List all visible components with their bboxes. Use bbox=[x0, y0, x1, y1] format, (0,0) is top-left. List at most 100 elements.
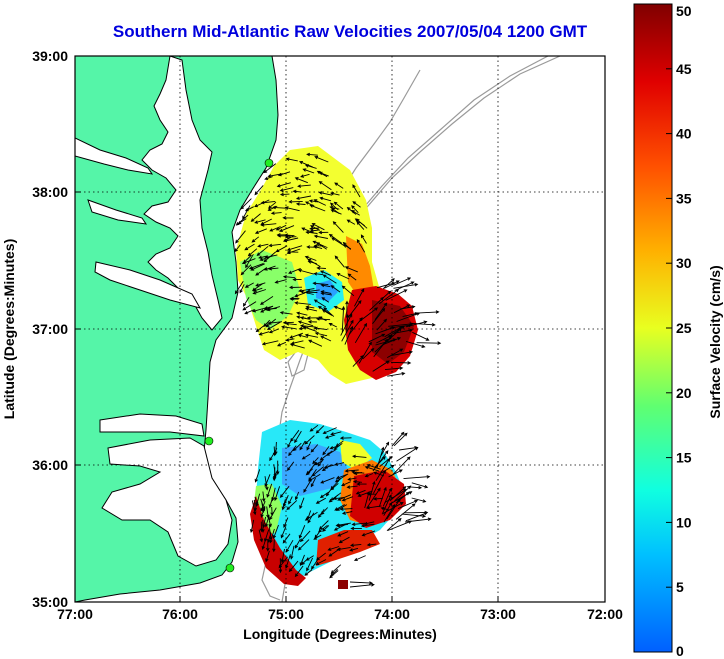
velocity-arrow bbox=[356, 482, 367, 486]
velocity-arrow bbox=[352, 201, 361, 208]
velocity-arrow bbox=[303, 480, 312, 493]
velocity-arrow bbox=[364, 465, 380, 472]
velocity-arrow bbox=[294, 430, 302, 444]
velocity-arrow bbox=[345, 300, 349, 318]
velocity-arrow bbox=[311, 466, 324, 477]
velocity-arrow bbox=[306, 441, 312, 451]
velocity-arrow bbox=[240, 264, 252, 276]
velocity-arrow bbox=[349, 547, 359, 552]
velocity-arrow bbox=[341, 511, 353, 515]
map-title: Southern Mid-Atlantic Raw Velocities 200… bbox=[112, 22, 588, 41]
velocity-arrow bbox=[325, 487, 333, 497]
velocity-arrow bbox=[275, 245, 288, 253]
velocity-arrow bbox=[341, 285, 355, 297]
velocity-arrow bbox=[276, 341, 287, 347]
velocity-arrow bbox=[391, 431, 405, 447]
velocity-arrow bbox=[289, 285, 303, 290]
velocity-arrow bbox=[346, 219, 356, 225]
velocity-arrow bbox=[372, 360, 390, 372]
velocity-arrow bbox=[267, 514, 272, 528]
velocity-arrow bbox=[305, 230, 318, 235]
velocity-arrow bbox=[288, 445, 297, 457]
velocity-arrow bbox=[258, 255, 268, 260]
velocity-arrow bbox=[268, 243, 282, 248]
y-tick-label: 39:00 bbox=[32, 48, 68, 64]
velocity-arrow bbox=[355, 218, 368, 229]
velocity-arrow bbox=[316, 266, 326, 270]
velocity-arrow bbox=[376, 318, 388, 331]
velocity-arrow bbox=[244, 282, 254, 288]
velocity-arrow bbox=[382, 337, 402, 346]
velocity-arrow bbox=[322, 446, 330, 456]
velocity-arrow bbox=[366, 543, 377, 547]
velocity-arrow bbox=[336, 272, 350, 280]
velocity-arrow bbox=[340, 481, 351, 487]
velocity-arrow bbox=[243, 254, 252, 264]
velocity-arrow bbox=[322, 274, 337, 284]
velocity-arrow bbox=[262, 491, 266, 503]
velocity-arrow bbox=[244, 243, 255, 251]
velocity-arrow bbox=[330, 191, 340, 196]
velocity-arrow bbox=[280, 548, 285, 564]
velocity-arrow bbox=[282, 495, 289, 508]
velocity-arrow bbox=[237, 218, 247, 225]
velocity-arrow bbox=[252, 289, 267, 295]
axis-tick-marks bbox=[74, 55, 606, 603]
velocity-arrow bbox=[285, 157, 298, 162]
albemarle-sound bbox=[99, 413, 205, 437]
y-axis-label: Latitude (Degrees:Minutes) bbox=[1, 239, 17, 419]
velocity-arrow bbox=[274, 486, 281, 502]
velocity-arrow bbox=[352, 354, 364, 367]
velocity-arrow bbox=[315, 425, 325, 434]
velocity-arrow bbox=[296, 315, 307, 319]
velocity-arrow bbox=[304, 435, 315, 445]
velocity-arrow bbox=[294, 177, 308, 184]
y-tick-label: 36:00 bbox=[32, 457, 68, 473]
velocity-arrow bbox=[304, 333, 319, 338]
velocity-arrow bbox=[279, 311, 293, 315]
velocity-arrow bbox=[268, 496, 274, 509]
velocity-arrow bbox=[328, 322, 337, 328]
radar-site-marker bbox=[204, 436, 214, 446]
velocity-arrow bbox=[251, 500, 257, 516]
velocity-arrow bbox=[262, 516, 267, 529]
velocity-arrow bbox=[328, 233, 343, 244]
velocity-arrow bbox=[314, 331, 328, 337]
river-rappahannock bbox=[87, 199, 148, 225]
velocity-arrow bbox=[321, 464, 332, 472]
velocity-arrow bbox=[334, 182, 344, 189]
velocity-arrow bbox=[281, 325, 296, 330]
velocity-arrow bbox=[282, 533, 291, 544]
velocity-arrow bbox=[279, 187, 294, 192]
velocity-arrow bbox=[288, 200, 303, 204]
colorbar-tick-label: 50 bbox=[676, 3, 692, 19]
x-axis-label: Longitude (Degrees:Minutes) bbox=[243, 626, 437, 642]
velocity-arrow bbox=[286, 500, 298, 511]
velocity-arrow bbox=[393, 432, 408, 447]
x-tick-label: 76:00 bbox=[162, 606, 198, 622]
velocity-arrow bbox=[265, 550, 270, 563]
velocity-arrow bbox=[333, 443, 343, 450]
velocity-arrow bbox=[295, 202, 306, 206]
velocity-arrow bbox=[304, 255, 317, 261]
velocity-arrow bbox=[412, 331, 430, 341]
radar-site-marker bbox=[225, 563, 235, 573]
velocity-arrow bbox=[264, 476, 269, 491]
velocity-field-south-yellow bbox=[340, 440, 372, 470]
velocity-arrow bbox=[280, 526, 287, 539]
velocity-arrow bbox=[252, 287, 263, 292]
velocity-arrow bbox=[300, 324, 316, 328]
velocity-arrow bbox=[400, 305, 416, 310]
velocity-arrow bbox=[382, 494, 392, 514]
velocity-arrow bbox=[372, 450, 389, 472]
x-tick-label: 74:00 bbox=[374, 606, 410, 622]
velocity-arrow bbox=[405, 320, 428, 328]
pamlico-sound bbox=[101, 437, 233, 567]
velocity-arrow bbox=[337, 494, 352, 501]
velocity-arrow bbox=[251, 236, 260, 243]
velocity-arrow bbox=[394, 485, 412, 502]
velocity-arrow bbox=[254, 219, 266, 224]
velocity-arrow bbox=[351, 470, 365, 474]
velocity-arrow bbox=[282, 216, 294, 220]
velocity-arrow bbox=[275, 224, 287, 231]
